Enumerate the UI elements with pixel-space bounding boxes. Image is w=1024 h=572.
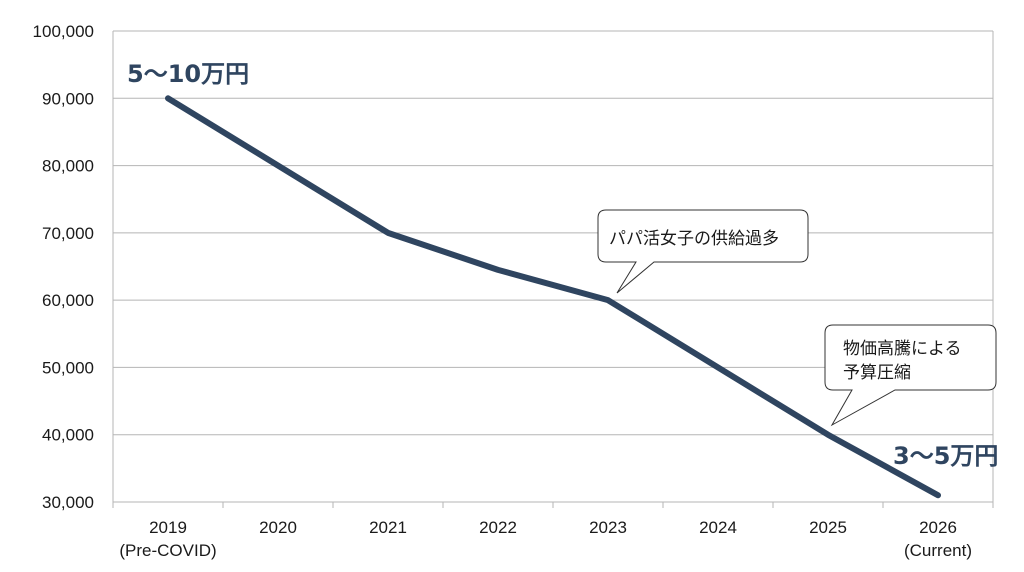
x-tick-label: 2021	[369, 518, 407, 537]
x-axis	[112, 502, 994, 508]
end-price-label: 3〜5万円	[893, 442, 998, 470]
y-axis-ticks: 100,000 90,000 80,000 70,000 60,000 50,000 40,…	[33, 22, 94, 512]
x-tick-label: 2023	[589, 518, 627, 537]
y-tick-label: 60,000	[42, 291, 94, 310]
x-tick-sublabel: (Current)	[904, 541, 972, 560]
x-tick-label: 2026	[919, 518, 957, 537]
y-tick-label: 100,000	[33, 22, 94, 41]
x-tick-label: 2025	[809, 518, 847, 537]
callout-supply-surplus: パパ活女子の供給過多	[597, 209, 809, 294]
x-tick-label: 2024	[699, 518, 737, 537]
callout-supply-surplus-text: パパ活女子の供給過多	[609, 229, 779, 249]
y-tick-label: 80,000	[42, 157, 94, 176]
y-tick-label: 90,000	[42, 89, 94, 108]
x-axis-labels: 2019 (Pre-COVID) 2020 2021 2022 2023 2024 2025 2…	[119, 518, 972, 560]
gridlines	[112, 30, 994, 503]
y-tick-label: 50,000	[42, 358, 94, 377]
start-price-label: 5〜10万円	[127, 60, 249, 88]
callout-budget-compression-line1: 物価高騰による	[843, 339, 962, 359]
x-tick-label: 2022	[479, 518, 517, 537]
y-tick-label: 30,000	[42, 493, 94, 512]
y-tick-label: 70,000	[42, 224, 94, 243]
x-tick-label: 2020	[259, 518, 297, 537]
y-tick-label: 40,000	[42, 426, 94, 445]
price-line	[165, 95, 941, 499]
callout-budget-compression: 物価高騰による 予算圧縮	[824, 324, 997, 427]
x-tick-sublabel: (Pre-COVID)	[119, 541, 216, 560]
callout-budget-compression-line2: 予算圧縮	[843, 363, 911, 383]
x-tick-label: 2019	[149, 518, 187, 537]
